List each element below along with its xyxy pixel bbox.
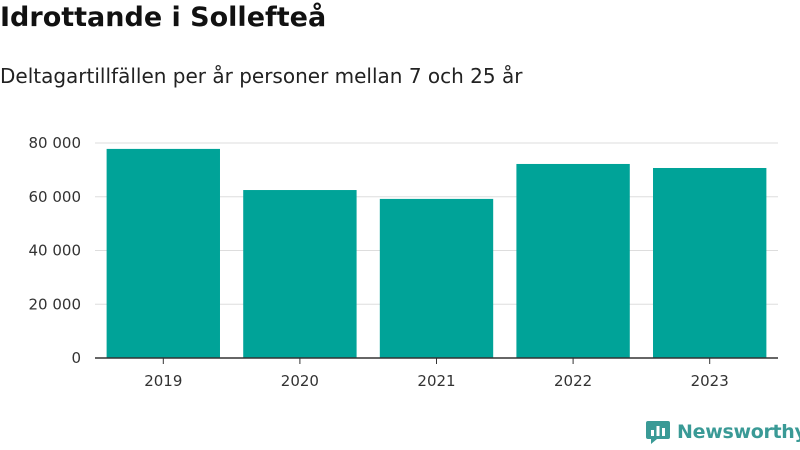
bar-2023 [653,167,767,358]
bars [106,148,767,358]
bar-2019 [106,148,220,358]
y-tick-label: 60 000 [29,188,82,206]
newsworthy-logo-icon [646,421,670,444]
y-tick-label: 80 000 [29,134,82,152]
chart-title: Idrottande i Sollefteå [0,2,327,33]
x-axis-tick-labels: 2019 2020 2021 2022 2023 [144,358,729,390]
y-tick-label: 20 000 [29,295,82,313]
y-axis-tick-labels: 0 20 000 40 000 60 000 80 000 [29,134,82,367]
bar-2021 [379,198,494,358]
x-tick-label: 2022 [554,372,592,390]
x-tick-label: 2020 [281,372,319,390]
bar-2020 [243,190,357,358]
y-tick-label: 40 000 [29,242,82,260]
x-tick-label: 2019 [144,372,182,390]
x-tick-label: 2021 [417,372,455,390]
bar-2022 [516,163,630,358]
y-tick-label: 0 [71,349,81,367]
chart-subtitle: Deltagartillfällen per år personer mella… [0,64,523,88]
brand-logo: Newsworthy [645,419,800,445]
x-tick-label: 2023 [691,372,729,390]
brand-name: Newsworthy [677,421,800,443]
